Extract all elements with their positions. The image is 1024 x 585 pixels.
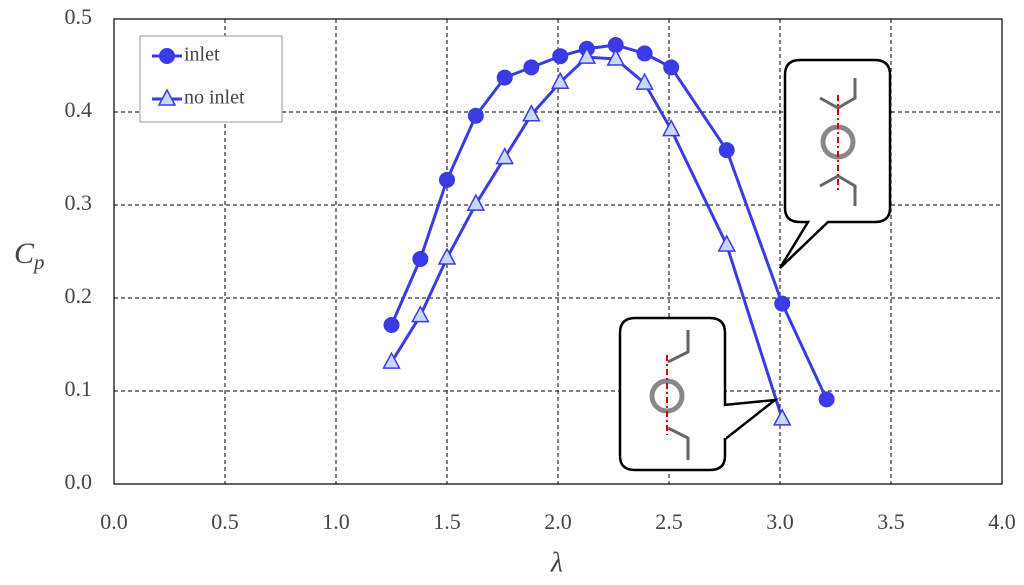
callout-plain: [618, 316, 780, 472]
marker: [159, 48, 175, 64]
y-tick-label: 0.2: [65, 283, 93, 308]
marker: [495, 146, 514, 165]
marker: [522, 104, 541, 122]
marker: [663, 59, 680, 76]
marker: [552, 48, 569, 65]
x-tick-label: 1.0: [322, 509, 350, 534]
x-tick-label: 3.5: [877, 509, 905, 534]
y-tick-label: 0.0: [65, 469, 93, 494]
x-tick-label: 3.0: [766, 509, 794, 534]
marker: [818, 391, 835, 408]
y-tick-label: 0.3: [65, 190, 93, 215]
callout-ducted: [778, 58, 892, 269]
legend-label: inlet: [184, 44, 220, 66]
marker: [772, 408, 792, 426]
y-label-base: C: [14, 237, 35, 270]
x-tick-label: 0.5: [211, 509, 239, 534]
plot-frame: [113, 18, 1003, 485]
legend-label: no inlet: [184, 87, 245, 109]
marker: [523, 59, 540, 76]
marker: [774, 295, 791, 312]
marker: [382, 351, 401, 369]
marker: [157, 88, 177, 106]
marker: [577, 46, 597, 64]
marker: [412, 250, 429, 267]
marker: [718, 142, 735, 159]
marker: [607, 37, 624, 54]
marker: [411, 305, 430, 323]
legend: inlet no inlet: [139, 35, 283, 123]
marker: [466, 193, 486, 211]
marker: [439, 171, 455, 188]
marker: [437, 247, 457, 265]
marker: [496, 69, 513, 86]
marker: [467, 107, 484, 124]
x-tick-label: 2.5: [655, 509, 683, 534]
marker: [383, 316, 400, 333]
marker: [606, 48, 625, 66]
axes: 0.0 0.1 0.2 0.3 0.4 0.5 0.0 0.5 1.0 1.5 2.0 2.5 3.0 3…: [65, 4, 1016, 534]
x-tick-label: 0.0: [100, 509, 128, 534]
series-layer: [382, 37, 835, 426]
marker: [635, 72, 654, 90]
series-line: [390, 43, 828, 401]
marker: [636, 45, 653, 62]
y-axis-label: Cp: [14, 237, 45, 274]
y-label-subscript: p: [32, 250, 45, 274]
marker: [661, 119, 681, 137]
marker: [717, 234, 736, 252]
marker: [550, 71, 570, 89]
y-tick-label: 0.1: [65, 376, 93, 401]
x-axis-label: λ: [550, 547, 563, 578]
y-tick-label: 0.5: [65, 4, 93, 29]
x-tick-label: 4.0: [988, 509, 1016, 534]
x-tick-label: 2.0: [544, 509, 572, 534]
y-tick-label: 0.4: [65, 97, 93, 122]
x-tick-label: 1.5: [433, 509, 461, 534]
